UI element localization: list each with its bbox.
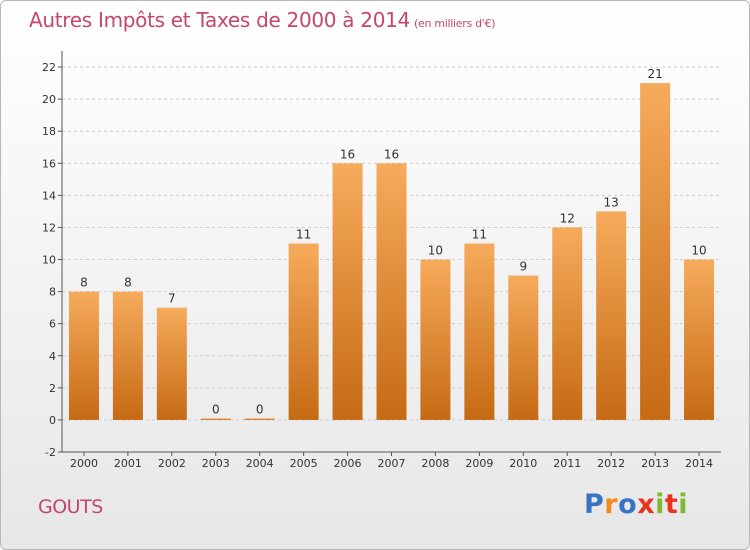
bar [552, 227, 583, 420]
brand-letter: i [678, 489, 689, 520]
bar [288, 243, 319, 420]
y-tick-label: 16 [42, 157, 56, 170]
chart-title-text: Autres Impôts et Taxes de 2000 à 2014 [29, 8, 410, 32]
y-tick-label: 8 [49, 286, 56, 299]
data-labels: 8 8 7 0 0 11 16 16 10 11 9 12 13 21 10 [80, 67, 707, 416]
y-tick-label: 4 [49, 350, 56, 363]
data-label: 8 [124, 276, 132, 290]
x-tick-label: 2005 [290, 457, 318, 470]
y-tick-label: 2 [49, 382, 56, 395]
x-tick-label: 2010 [509, 457, 537, 470]
data-label: 12 [560, 211, 575, 225]
bar [68, 291, 99, 420]
y-tick-label: 14 [42, 189, 56, 202]
bar [464, 243, 495, 420]
axes: -2 0 2 4 6 8 10 12 14 16 18 20 22 2000 2001 2002 2003 200… [42, 51, 721, 470]
chart-subtitle: (en milliers d'€) [414, 17, 496, 30]
bar [332, 163, 363, 420]
y-tick-label: 20 [42, 93, 56, 106]
brand-letter: r [604, 489, 619, 520]
brand-letter: i [655, 489, 665, 520]
x-tick-label: 2000 [70, 457, 98, 470]
bar [508, 275, 539, 420]
commune-name: GOUTS [38, 496, 103, 518]
proxiti-logo: Proxiti [584, 489, 688, 520]
y-tick-label: 22 [42, 61, 56, 74]
x-tick-label: 2001 [114, 457, 142, 470]
brand-letter: t [664, 489, 679, 520]
y-tick-label: 18 [42, 125, 56, 138]
bar [156, 307, 187, 420]
y-tick-label: 12 [42, 221, 56, 234]
brand-letter: P [584, 489, 605, 520]
brand-letter: x [637, 489, 656, 520]
x-tick-label: 2003 [202, 457, 230, 470]
data-label: 16 [384, 147, 399, 161]
data-label: 9 [519, 260, 527, 274]
y-tick-label: -2 [45, 446, 56, 459]
bar [200, 418, 231, 420]
x-tick-label: 2013 [641, 457, 669, 470]
data-label: 16 [340, 147, 355, 161]
bar [420, 259, 451, 420]
bar [684, 259, 715, 420]
bar [376, 163, 407, 420]
x-tick-label: 2009 [465, 457, 493, 470]
bar [640, 83, 671, 420]
chart-title: Autres Impôts et Taxes de 2000 à 2014 (en… [29, 8, 495, 32]
x-tick-label: 2011 [553, 457, 581, 470]
bar [244, 418, 275, 420]
x-tick-label: 2008 [421, 457, 449, 470]
data-label: 10 [691, 244, 706, 258]
data-label: 13 [604, 195, 619, 209]
x-tick-label: 2004 [246, 457, 274, 470]
x-tick-label: 2007 [378, 457, 406, 470]
bar [596, 211, 627, 420]
x-tick-label: 2002 [158, 457, 186, 470]
data-label: 0 [256, 402, 264, 416]
bars [68, 83, 715, 420]
y-tick-label: 10 [42, 254, 56, 267]
data-label: 11 [296, 227, 311, 241]
x-tick-label: 2014 [685, 457, 713, 470]
y-tick-label: 6 [49, 318, 56, 331]
x-tick-label: 2012 [597, 457, 625, 470]
data-label: 21 [647, 67, 662, 81]
y-tick-label: 0 [49, 414, 56, 427]
bar [112, 291, 143, 420]
x-tick-label: 2006 [334, 457, 362, 470]
data-label: 8 [80, 276, 88, 290]
brand-letter: o [618, 489, 638, 520]
data-label: 0 [212, 402, 220, 416]
data-label: 11 [472, 227, 487, 241]
data-label: 10 [428, 244, 443, 258]
data-label: 7 [168, 292, 176, 306]
